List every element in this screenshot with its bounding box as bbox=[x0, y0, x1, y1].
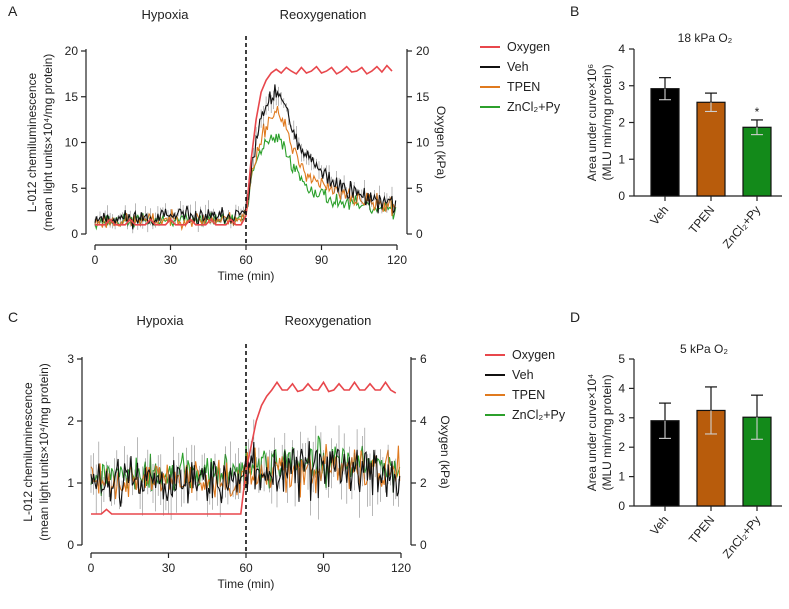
y-tick-label: 2 bbox=[618, 116, 625, 130]
bar-chart-title: 18 kPa O₂ bbox=[678, 31, 733, 45]
x-tick-label: TPEN bbox=[686, 513, 717, 547]
y-tick-label-right: 0 bbox=[420, 538, 427, 552]
y-axis-title-line2: (MLU min/mg protein) bbox=[600, 64, 614, 180]
x-tick-label: 0 bbox=[88, 561, 95, 575]
bar bbox=[696, 101, 726, 197]
x-tick-label: ZnCl₂+Py bbox=[720, 513, 764, 561]
x-tick-label: Veh bbox=[647, 513, 671, 538]
x-tick-label: ZnCl₂+Py bbox=[720, 203, 764, 251]
y-axis-title-line2: (mean light units×10⁴/mg protein) bbox=[41, 54, 55, 232]
x-tick-label: 60 bbox=[239, 253, 253, 267]
y2-axis-title: Oxygen (kPa) bbox=[434, 106, 448, 179]
y-axis-title-line1: L-012 chemiluminescence bbox=[21, 382, 35, 522]
legend-label: Veh bbox=[512, 368, 534, 382]
series-line-veh bbox=[90, 441, 401, 507]
series-line-oxygen bbox=[91, 380, 397, 515]
bar bbox=[742, 126, 772, 197]
y-axis-title-line2: (MLU min/mg protein) bbox=[600, 374, 614, 490]
y-axis-title-line1: L-012 chemiluminescence bbox=[25, 72, 39, 212]
panel-letter-a: A bbox=[8, 3, 18, 19]
phase-label-hypoxia: Hypoxia bbox=[142, 7, 190, 22]
y-tick-label: 4 bbox=[618, 381, 625, 395]
phase-label-reoxygenation: Reoxygenation bbox=[280, 7, 367, 22]
legend-label: ZnCl₂+Py bbox=[512, 408, 566, 422]
panel-b-bar-chart: 18 kPa O₂ 0 1 2 3 4 Veh TPEN ZnCl₂+Py * Area under… bbox=[585, 31, 782, 251]
legend-label: Oxygen bbox=[507, 40, 550, 54]
y-tick-label: 1 bbox=[618, 152, 625, 166]
y-tick-label: 1 bbox=[618, 470, 625, 484]
y-tick-label-left: 2 bbox=[67, 414, 74, 428]
y-tick-label-right: 4 bbox=[420, 414, 427, 428]
x-tick-label: 90 bbox=[317, 561, 331, 575]
y-tick-label-left: 15 bbox=[65, 90, 79, 104]
y-tick-label-right: 5 bbox=[416, 181, 423, 195]
y-tick-label-right: 15 bbox=[416, 90, 430, 104]
x-tick-label: 0 bbox=[92, 253, 99, 267]
y-tick-label: 3 bbox=[618, 411, 625, 425]
y-tick-label-right: 6 bbox=[420, 352, 427, 366]
y2-axis-title: Oxygen (kPa) bbox=[438, 415, 452, 488]
x-tick-label: 30 bbox=[164, 253, 178, 267]
legend-label: ZnCl₂+Py bbox=[507, 100, 561, 114]
phase-label-reoxygenation: Reoxygenation bbox=[285, 313, 372, 328]
y-tick-label-left: 20 bbox=[65, 44, 79, 58]
y-axis-title-line1: Area under curve×10⁴ bbox=[585, 374, 599, 492]
legend-label: Veh bbox=[507, 60, 529, 74]
bar bbox=[650, 88, 680, 197]
panel-letter-c: C bbox=[8, 309, 18, 325]
panel-d-bar-chart: 5 kPa O₂ 0 1 2 3 4 5 Veh TPEN ZnCl₂+Py Area under … bbox=[585, 342, 782, 561]
phase-label-hypoxia: Hypoxia bbox=[137, 313, 185, 328]
x-tick-label: Veh bbox=[647, 203, 671, 228]
x-tick-label: 60 bbox=[239, 561, 253, 575]
y-tick-label-right: 0 bbox=[416, 227, 423, 241]
series-line-oxygen bbox=[95, 64, 393, 226]
y-tick-label-right: 10 bbox=[416, 136, 430, 150]
x-tick-label: 90 bbox=[315, 253, 329, 267]
significance-marker: * bbox=[755, 105, 760, 119]
y-tick-label-left: 10 bbox=[65, 136, 79, 150]
x-axis-title: Time (min) bbox=[218, 269, 275, 283]
x-tick-label: 120 bbox=[387, 253, 407, 267]
y-tick-label-right: 2 bbox=[420, 476, 427, 490]
y-axis-title-line2: (mean light units×10⁴/mg protein) bbox=[37, 363, 51, 541]
bar-chart-title: 5 kPa O₂ bbox=[680, 342, 728, 356]
panel-a-line-chart: Hypoxia Reoxygenation 0 5 10 15 20 0 5 10 15 20 0 30 6… bbox=[25, 7, 561, 283]
x-tick-label: 30 bbox=[162, 561, 176, 575]
y-tick-label: 3 bbox=[618, 79, 625, 93]
y-tick-label-left: 0 bbox=[67, 538, 74, 552]
y-tick-label: 5 bbox=[618, 352, 625, 366]
y-tick-label-left: 3 bbox=[67, 352, 74, 366]
y-tick-label-right: 20 bbox=[416, 44, 430, 58]
y-tick-label: 2 bbox=[618, 440, 625, 454]
x-axis-title: Time (min) bbox=[218, 577, 275, 591]
y-tick-label: 4 bbox=[618, 42, 625, 56]
legend-label: TPEN bbox=[507, 80, 540, 94]
x-tick-label: TPEN bbox=[686, 203, 717, 237]
y-tick-label-left: 5 bbox=[71, 181, 78, 195]
panel-letter-b: B bbox=[570, 3, 579, 19]
y-tick-label: 0 bbox=[618, 499, 625, 513]
legend-label: Oxygen bbox=[512, 348, 555, 362]
panel-letter-d: D bbox=[570, 309, 580, 325]
y-tick-label: 0 bbox=[618, 189, 625, 203]
y-tick-label-left: 0 bbox=[71, 227, 78, 241]
x-tick-label: 120 bbox=[391, 561, 411, 575]
series-line-veh bbox=[94, 84, 397, 230]
y-tick-label-left: 1 bbox=[67, 476, 74, 490]
legend-label: TPEN bbox=[512, 388, 545, 402]
y-axis-title-line1: Area under curve×10⁶ bbox=[585, 64, 599, 181]
